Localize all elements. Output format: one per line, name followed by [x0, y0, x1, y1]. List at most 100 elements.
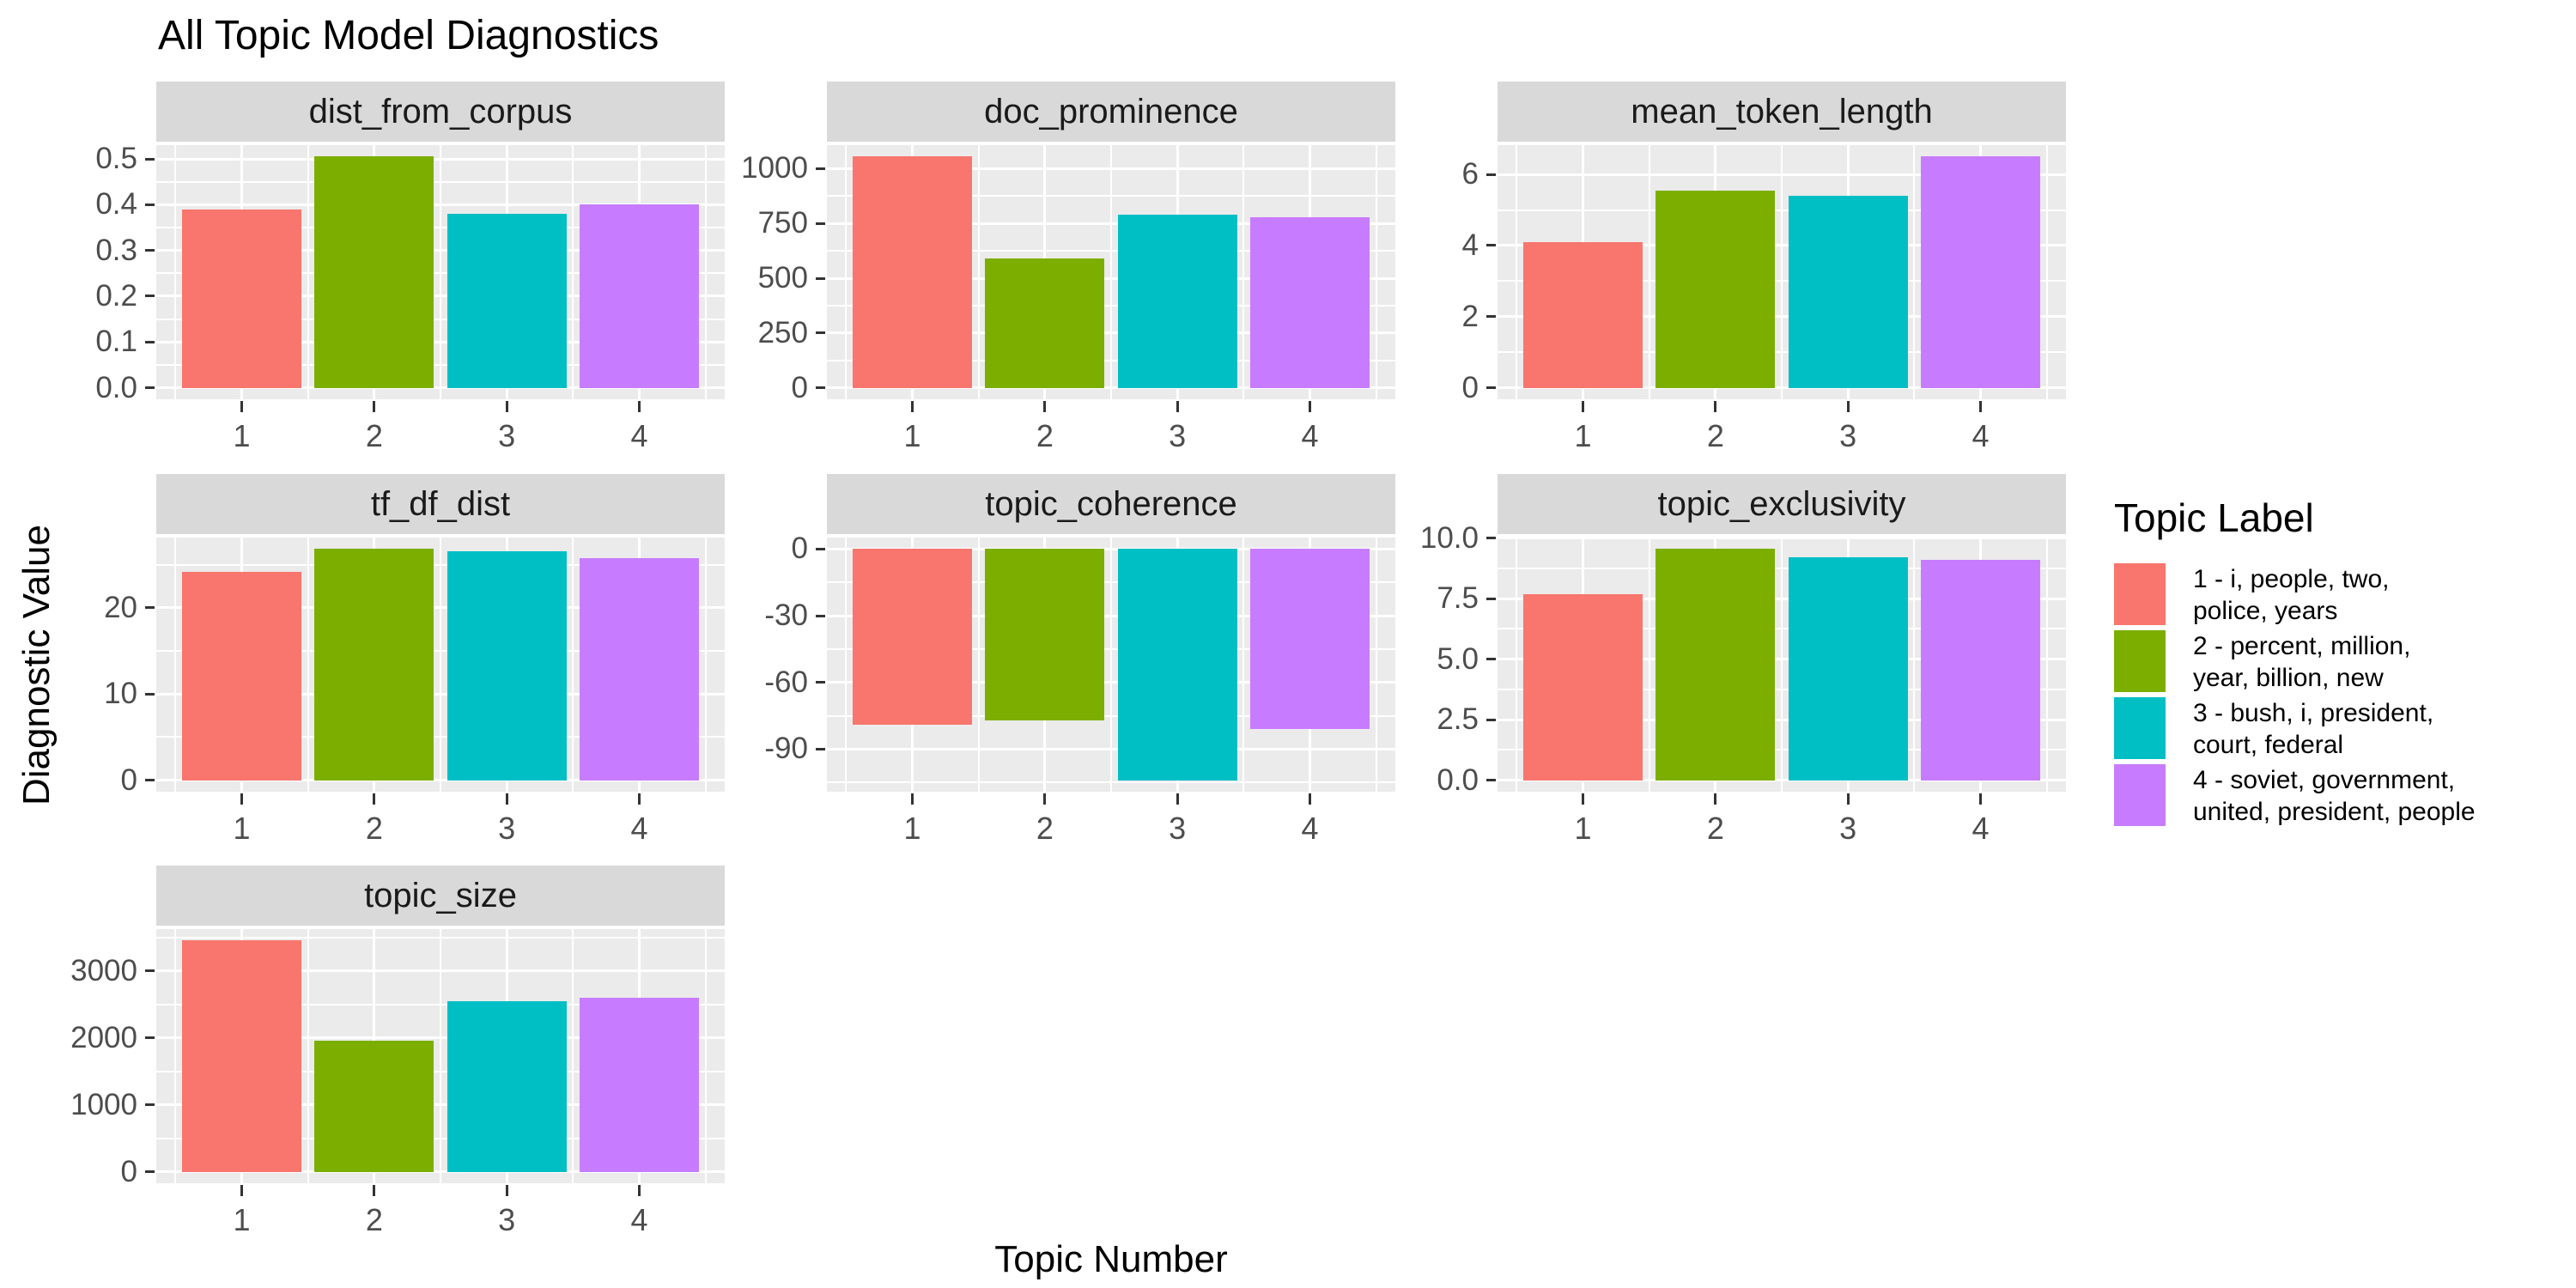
gridline-major-h	[156, 249, 725, 252]
x-tick-mark	[1978, 793, 1982, 805]
legend-label-line: court, federal	[2193, 731, 2344, 759]
gridline-major-h	[156, 295, 725, 298]
y-tick-label: 0.4	[95, 187, 137, 222]
x-tick-mark	[911, 401, 914, 412]
y-tick-label: -30	[764, 598, 808, 633]
y-tick-label: 0.0	[1437, 762, 1479, 797]
legend-item-label: 3 - bush, i, president, court, federal	[2193, 697, 2433, 761]
bar-topic_exclusivity-topic-1	[1523, 593, 1643, 781]
x-tick-mark	[637, 1185, 641, 1196]
gridline-minor-h	[156, 272, 725, 275]
bar-dist_from_corpus-topic-2	[314, 156, 434, 388]
y-tick-label: 5.0	[1437, 641, 1479, 676]
gridline-minor-h	[1498, 749, 2066, 751]
gridline-major-h	[1498, 718, 2066, 721]
gridline-minor-v	[572, 929, 574, 1183]
gridline-minor-v	[1242, 538, 1245, 792]
bar-dist_from_corpus-topic-1	[182, 209, 301, 388]
y-tick-label: 3000	[70, 953, 137, 987]
legend-swatch-3	[2114, 697, 2166, 759]
gridline-minor-v	[307, 929, 309, 1183]
x-tick-label: 4	[1971, 418, 1990, 453]
legend-item-label: 2 - percent, million, year, billion, new	[2193, 630, 2410, 694]
gridline-minor-h	[1498, 280, 2066, 283]
gridline-minor-h	[827, 647, 1395, 650]
legend: Topic Label 1 - i, people, two, police, y…	[2114, 495, 2476, 831]
legend-label-line: 4 - soviet, government,	[2193, 766, 2456, 794]
y-tick-label: 250	[757, 315, 808, 349]
gridline-minor-h	[156, 563, 725, 566]
y-tick-mark	[145, 340, 155, 343]
y-tick-mark	[145, 386, 155, 390]
y-tick-mark	[145, 157, 155, 161]
gridline-minor-v	[440, 145, 441, 399]
gridline-minor-v	[1781, 145, 1783, 399]
gridline-major-h	[156, 386, 725, 390]
gridline-minor-h	[1498, 209, 2066, 211]
x-tick-label: 2	[1036, 418, 1054, 453]
x-tick-mark	[240, 1185, 244, 1196]
gridline-minor-h	[827, 581, 1395, 584]
y-tick-mark	[1486, 244, 1496, 247]
bar-topic_size-topic-1	[182, 940, 301, 1172]
gridline-minor-v	[174, 145, 177, 399]
x-tick-label: 3	[498, 1202, 516, 1237]
facet-strip-dist_from_corpus: dist_from_corpus	[156, 82, 725, 142]
gridline-minor-h	[1498, 351, 2066, 354]
x-tick-label: 1	[1574, 811, 1592, 846]
y-tick-label: 1000	[741, 151, 808, 185]
x-tick-mark	[505, 793, 508, 805]
bar-tf_df_dist-topic-1	[182, 571, 301, 781]
gridline-major-h	[827, 547, 1395, 550]
legend-label-line: 1 - i, people, two,	[2193, 565, 2390, 593]
x-tick-label: 3	[1839, 418, 1857, 453]
y-tick-label: 2	[1461, 299, 1479, 333]
x-tick-label: 4	[1301, 418, 1319, 453]
legend-item-1: 1 - i, people, two, police, years	[2114, 563, 2476, 627]
x-tick-mark	[1714, 401, 1717, 412]
y-tick-mark	[1486, 386, 1496, 390]
y-tick-label: 0	[791, 370, 808, 404]
y-tick-label: 6	[1461, 157, 1479, 191]
gridline-major-h	[1498, 538, 2066, 540]
y-tick-mark	[145, 692, 155, 696]
gridline-major-h	[827, 331, 1395, 335]
x-tick-label: 1	[903, 418, 921, 453]
y-tick-mark	[145, 1103, 155, 1107]
gridline-minor-h	[156, 318, 725, 320]
y-tick-label: -60	[764, 665, 808, 699]
x-tick-mark	[1582, 401, 1585, 412]
legend-title: Topic Label	[2114, 495, 2314, 540]
gridline-minor-v	[977, 538, 980, 792]
gridline-minor-v	[1516, 538, 1518, 792]
gridline-major-h	[156, 157, 725, 161]
bar-topic_coherence-topic-1	[853, 549, 972, 725]
gridline-minor-v	[307, 145, 309, 399]
gridline-major-h	[827, 747, 1395, 750]
facet-strip-mean_token_length: mean_token_length	[1498, 82, 2066, 142]
gridline-major-h	[1498, 658, 2066, 661]
x-tick-label: 2	[365, 811, 383, 846]
x-tick-label: 2	[1706, 811, 1724, 846]
facet-panel-mean_token_length	[1498, 145, 2066, 399]
y-tick-label: 0	[791, 532, 808, 566]
y-tick-label: 0.0	[95, 370, 137, 404]
legend-label-line: police, years	[2193, 597, 2338, 625]
y-tick-label: 0.1	[95, 325, 137, 359]
gridline-minor-h	[827, 250, 1395, 252]
facet-panel-topic_size	[156, 929, 725, 1183]
gridline-major-h	[827, 681, 1395, 684]
y-tick-mark	[816, 276, 825, 280]
gridline-minor-v	[1110, 538, 1112, 792]
y-tick-label: 20	[104, 590, 137, 624]
facet-panel-tf_df_dist	[156, 538, 725, 792]
x-tick-label: 1	[903, 811, 921, 846]
legend-swatch-4	[2114, 764, 2166, 826]
gridline-minor-h	[156, 649, 725, 652]
gridline-minor-h	[156, 227, 725, 229]
gridline-minor-h	[827, 781, 1395, 784]
legend-item-4: 4 - soviet, government, united, president…	[2114, 764, 2476, 828]
x-tick-mark	[373, 793, 376, 805]
y-tick-label: 0	[1461, 370, 1479, 404]
